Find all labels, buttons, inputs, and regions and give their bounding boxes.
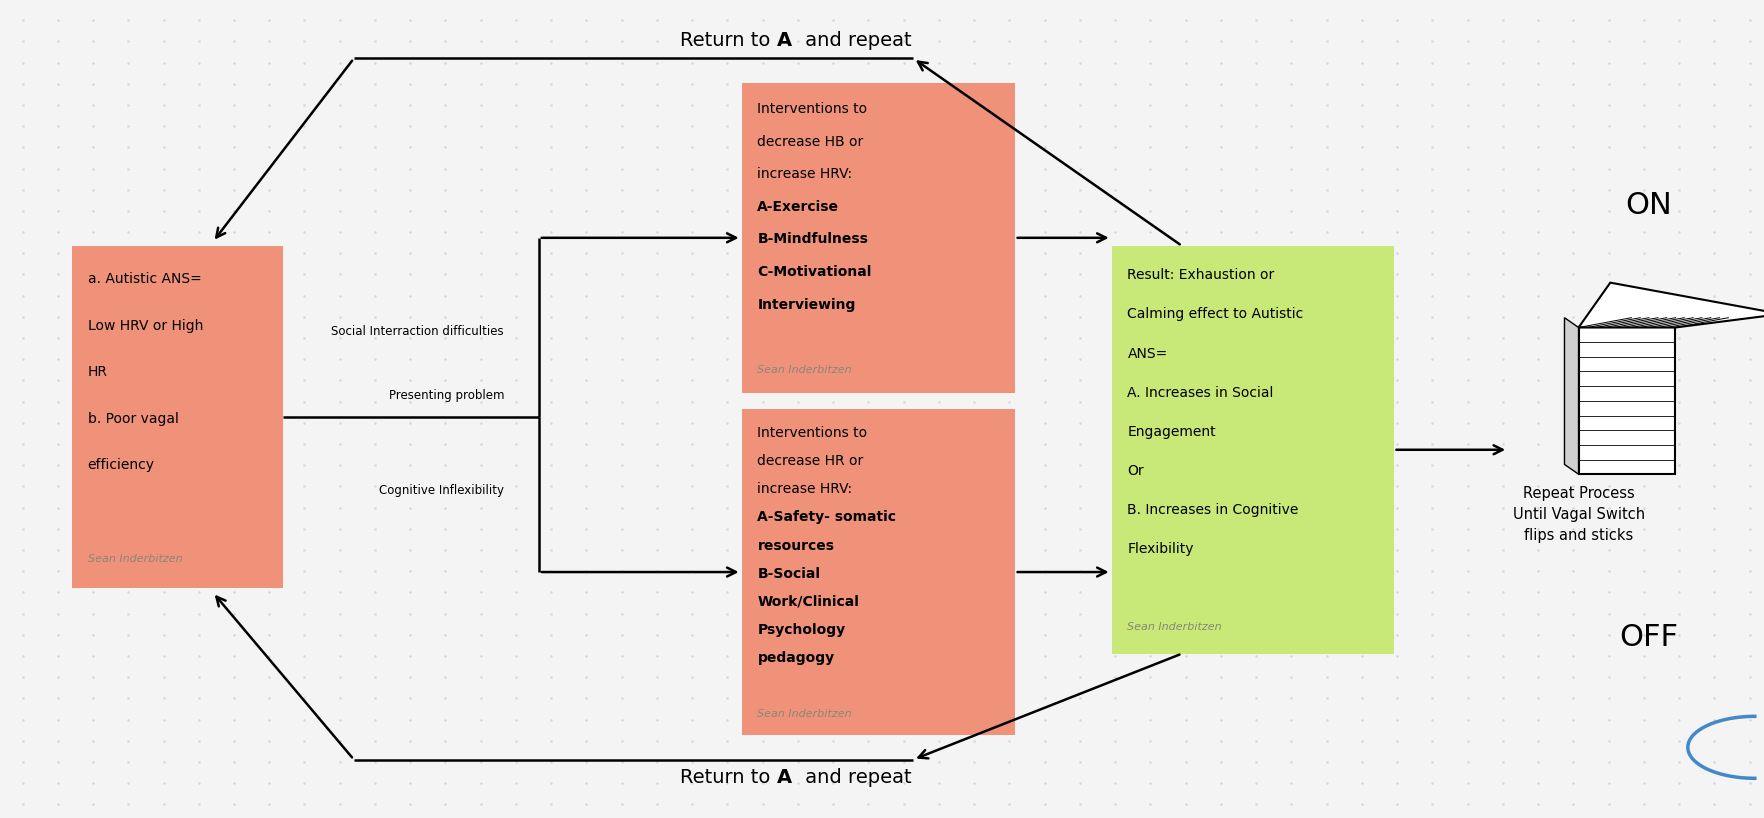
Text: Sean Inderbitzen: Sean Inderbitzen (88, 554, 182, 564)
Text: pedagogy: pedagogy (757, 651, 834, 665)
Text: Presenting problem: Presenting problem (388, 389, 505, 402)
FancyBboxPatch shape (1577, 327, 1674, 474)
Text: a. Autistic ANS=: a. Autistic ANS= (88, 272, 201, 286)
Text: ON: ON (1625, 191, 1672, 220)
Text: Return to: Return to (679, 768, 776, 787)
Polygon shape (1563, 317, 1577, 474)
Text: decrease HR or: decrease HR or (757, 454, 863, 468)
Text: Low HRV or High: Low HRV or High (88, 319, 203, 333)
Text: Sean Inderbitzen: Sean Inderbitzen (757, 365, 852, 375)
Text: Result: Exhaustion or: Result: Exhaustion or (1127, 268, 1274, 282)
Text: increase HRV:: increase HRV: (757, 482, 852, 497)
Text: A. Increases in Social: A. Increases in Social (1127, 386, 1274, 400)
Text: HR: HR (88, 365, 108, 380)
Text: C-Motivational: C-Motivational (757, 265, 871, 279)
Text: resources: resources (757, 538, 834, 552)
Text: B-Mindfulness: B-Mindfulness (757, 232, 868, 246)
Text: Sean Inderbitzen: Sean Inderbitzen (1127, 622, 1221, 632)
Text: increase HRV:: increase HRV: (757, 167, 852, 182)
Text: and repeat: and repeat (799, 31, 910, 50)
Text: b. Poor vagal: b. Poor vagal (88, 411, 178, 426)
Text: Engagement: Engagement (1127, 425, 1215, 438)
Text: and repeat: and repeat (799, 768, 910, 787)
Text: Social Interraction difficulties: Social Interraction difficulties (332, 325, 503, 338)
Text: B. Increases in Cognitive: B. Increases in Cognitive (1127, 503, 1298, 517)
Text: Interventions to: Interventions to (757, 102, 868, 116)
Text: Return to: Return to (679, 31, 776, 50)
Text: A-Safety- somatic: A-Safety- somatic (757, 510, 896, 524)
FancyBboxPatch shape (72, 246, 284, 588)
Text: Work/Clinical: Work/Clinical (757, 595, 859, 609)
Text: Or: Or (1127, 464, 1143, 478)
Text: B-Social: B-Social (757, 567, 820, 581)
Text: efficiency: efficiency (88, 458, 155, 472)
Text: Calming effect to Autistic: Calming effect to Autistic (1127, 308, 1304, 321)
Text: Cognitive Inflexibility: Cognitive Inflexibility (379, 484, 503, 497)
Text: Psychology: Psychology (757, 623, 845, 637)
Text: A: A (776, 768, 792, 787)
Text: Interventions to: Interventions to (757, 426, 868, 440)
Text: ANS=: ANS= (1127, 347, 1168, 361)
FancyBboxPatch shape (741, 83, 1014, 393)
FancyBboxPatch shape (1111, 246, 1394, 654)
Text: Repeat Process
Until Vagal Switch
flips and sticks: Repeat Process Until Vagal Switch flips … (1512, 487, 1644, 543)
Text: OFF: OFF (1619, 622, 1678, 652)
Text: decrease HB or: decrease HB or (757, 135, 863, 149)
Text: Sean Inderbitzen: Sean Inderbitzen (757, 709, 852, 720)
Text: Flexibility: Flexibility (1127, 542, 1192, 556)
Text: A-Exercise: A-Exercise (757, 200, 840, 213)
Text: Interviewing: Interviewing (757, 298, 856, 312)
Polygon shape (1577, 283, 1764, 327)
Text: A: A (776, 31, 792, 50)
FancyBboxPatch shape (741, 409, 1014, 735)
